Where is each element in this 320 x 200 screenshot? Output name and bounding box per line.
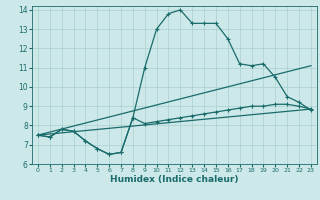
X-axis label: Humidex (Indice chaleur): Humidex (Indice chaleur): [110, 175, 239, 184]
